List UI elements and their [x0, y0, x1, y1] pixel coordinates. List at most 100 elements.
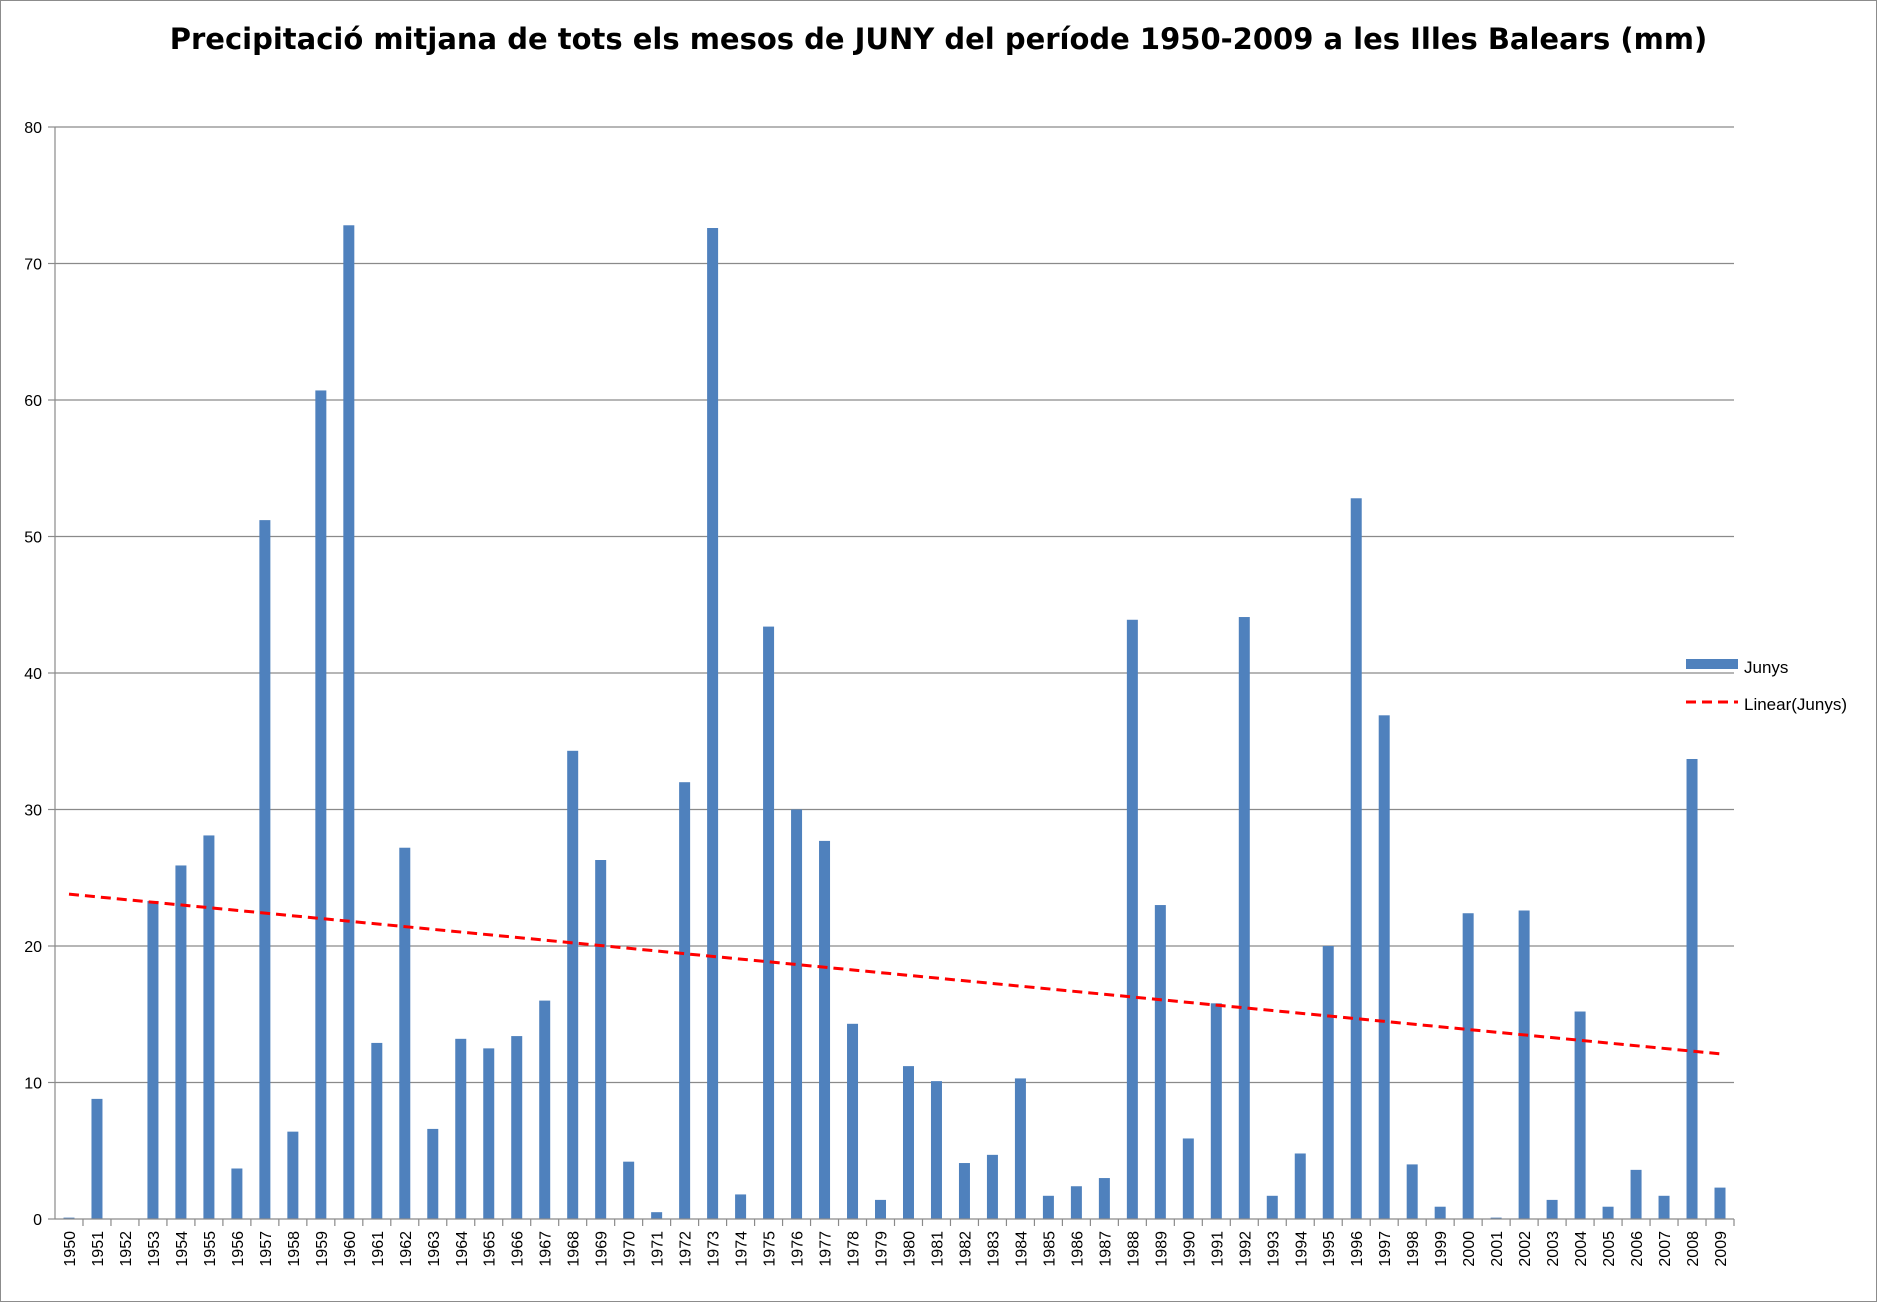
y-tick-label: 40	[24, 666, 42, 683]
x-tick-label-1986: 1986	[1069, 1231, 1086, 1267]
axes: 0 10 20 30 40 50 60 70 80 1950 1951 1952 1953 1954 195…	[24, 120, 1735, 1267]
bar-1961	[371, 1042, 383, 1219]
bar-1960	[343, 225, 355, 1219]
x-tick-label-1977: 1977	[818, 1231, 835, 1267]
x-tick-label-1983: 1983	[985, 1231, 1002, 1267]
x-tick-label-1955: 1955	[202, 1231, 219, 1267]
x-tick-label-2001: 2001	[1489, 1231, 1506, 1267]
bar-1958	[287, 1131, 299, 1219]
x-tick-label-1992: 1992	[1237, 1231, 1254, 1267]
bar-2008	[1686, 758, 1698, 1219]
bar-1989	[1154, 905, 1166, 1219]
x-tick-label-2000: 2000	[1461, 1231, 1478, 1267]
x-tick-label-1979: 1979	[874, 1231, 891, 1267]
y-tick-label: 20	[24, 939, 42, 956]
bar-1975	[763, 626, 775, 1219]
x-tick-label-2003: 2003	[1545, 1231, 1562, 1267]
bar-1963	[427, 1128, 439, 1219]
x-tick-label-1973: 1973	[706, 1231, 723, 1267]
y-tick-label: 10	[24, 1076, 42, 1093]
bar-2001	[1490, 1217, 1502, 1219]
bar-1956	[231, 1168, 243, 1219]
x-tick-label-1951: 1951	[90, 1231, 107, 1267]
x-tick-label-1988: 1988	[1125, 1231, 1142, 1267]
bar-1969	[595, 860, 607, 1219]
bar-1992	[1238, 617, 1250, 1219]
bar-1968	[567, 750, 579, 1219]
x-tick-label-1987: 1987	[1097, 1231, 1114, 1267]
bar-1991	[1210, 1003, 1222, 1219]
x-tick-label-1976: 1976	[790, 1231, 807, 1267]
bar-1950	[63, 1217, 75, 1219]
x-tick-label-1954: 1954	[174, 1231, 191, 1267]
bar-1951	[91, 1098, 103, 1219]
x-tick-label-2008: 2008	[1685, 1231, 1702, 1267]
x-tick-label-1974: 1974	[734, 1231, 751, 1267]
bar-2003	[1546, 1199, 1558, 1219]
x-tick-label-1971: 1971	[650, 1231, 667, 1267]
x-tick-label-1993: 1993	[1265, 1231, 1282, 1267]
bar-1982	[958, 1163, 970, 1219]
trendline-layer	[68, 892, 1721, 1056]
bar-1974	[735, 1194, 747, 1219]
bar-1955	[203, 835, 215, 1219]
bar-1988	[1126, 619, 1138, 1219]
bar-1980	[902, 1066, 914, 1219]
bar-1964	[455, 1038, 467, 1219]
y-tick-label: 0	[33, 1212, 42, 1229]
bar-1966	[511, 1036, 523, 1219]
bar-1981	[930, 1081, 942, 1219]
x-tick-label-1964: 1964	[454, 1231, 471, 1267]
y-tick-label: 60	[24, 393, 42, 410]
bar-1972	[679, 782, 691, 1219]
y-tick-label: 50	[24, 530, 42, 547]
chart-title: Precipitació mitjana de tots els mesos d…	[169, 22, 1708, 56]
x-tick-label-1998: 1998	[1405, 1231, 1422, 1267]
x-tick-label-1996: 1996	[1349, 1231, 1366, 1267]
y-tick-label: 80	[24, 120, 42, 137]
y-tick-label: 30	[24, 803, 42, 820]
bar-1993	[1266, 1195, 1278, 1219]
bar-2004	[1574, 1011, 1586, 1219]
x-tick-label-1981: 1981	[929, 1231, 946, 1267]
bar-1997	[1378, 715, 1390, 1219]
x-tick-label-1957: 1957	[258, 1231, 275, 1267]
x-tick-label-1995: 1995	[1321, 1231, 1338, 1267]
bar-1985	[1042, 1195, 1054, 1219]
bar-1990	[1182, 1138, 1194, 1219]
x-tick-label-1967: 1967	[538, 1231, 555, 1267]
x-tick-label-1968: 1968	[566, 1231, 583, 1267]
y-tick-label: 70	[24, 257, 42, 274]
x-tick-label-1969: 1969	[594, 1231, 611, 1267]
bar-2006	[1630, 1169, 1642, 1219]
x-tick-label-1950: 1950	[62, 1231, 79, 1267]
bar-1994	[1294, 1153, 1306, 1219]
x-tick-label-2006: 2006	[1629, 1231, 1646, 1267]
bar-1977	[819, 840, 831, 1219]
bar-1996	[1350, 498, 1362, 1219]
x-tick-label-1956: 1956	[230, 1231, 247, 1267]
x-tick-label-1999: 1999	[1433, 1231, 1450, 1267]
legend: Junys Linear(Junys)	[1686, 658, 1847, 714]
legend-label-trendline: Linear(Junys)	[1744, 695, 1847, 714]
legend-label-junys: Junys	[1744, 658, 1788, 677]
bar-1995	[1322, 946, 1334, 1219]
bar-1986	[1070, 1186, 1082, 1219]
x-tick-label-1989: 1989	[1153, 1231, 1170, 1267]
x-tick-label-1966: 1966	[510, 1231, 527, 1267]
x-tick-label-1975: 1975	[762, 1231, 779, 1267]
bar-1983	[986, 1154, 998, 1219]
bar-1962	[399, 847, 411, 1219]
x-tick-label-1962: 1962	[398, 1231, 415, 1267]
x-tick-label-1953: 1953	[146, 1231, 163, 1267]
x-tick-label-1960: 1960	[342, 1231, 359, 1267]
x-tick-label-2009: 2009	[1713, 1231, 1730, 1267]
bar-1987	[1098, 1178, 1110, 1219]
x-tick-label-2007: 2007	[1657, 1231, 1674, 1267]
bar-2007	[1658, 1195, 1670, 1219]
x-tick-label-2004: 2004	[1573, 1231, 1590, 1267]
x-tick-label-1959: 1959	[314, 1231, 331, 1267]
x-tick-label-1958: 1958	[286, 1231, 303, 1267]
x-tick-label-1961: 1961	[370, 1231, 387, 1267]
bar-1967	[539, 1000, 551, 1219]
